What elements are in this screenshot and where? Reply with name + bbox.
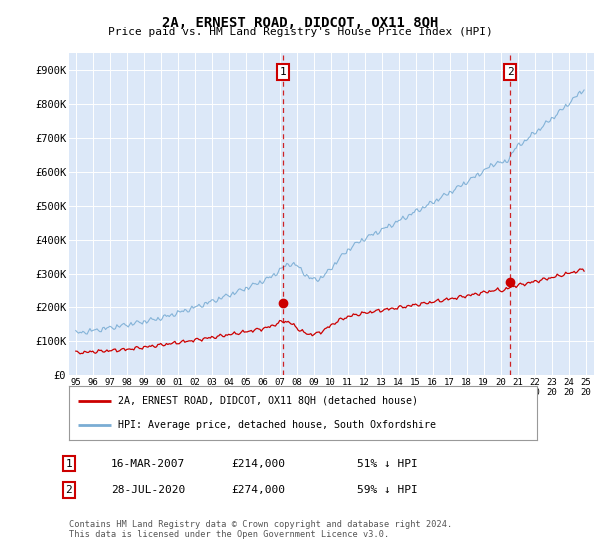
Text: Contains HM Land Registry data © Crown copyright and database right 2024.
This d: Contains HM Land Registry data © Crown c… [69, 520, 452, 539]
Text: 59% ↓ HPI: 59% ↓ HPI [357, 485, 418, 495]
Text: 1: 1 [65, 459, 73, 469]
Text: 2A, ERNEST ROAD, DIDCOT, OX11 8QH (detached house): 2A, ERNEST ROAD, DIDCOT, OX11 8QH (detac… [118, 396, 418, 406]
Text: 51% ↓ HPI: 51% ↓ HPI [357, 459, 418, 469]
Text: £214,000: £214,000 [231, 459, 285, 469]
Text: HPI: Average price, detached house, South Oxfordshire: HPI: Average price, detached house, Sout… [118, 420, 436, 430]
Text: Price paid vs. HM Land Registry's House Price Index (HPI): Price paid vs. HM Land Registry's House … [107, 27, 493, 37]
Text: £274,000: £274,000 [231, 485, 285, 495]
Text: 1: 1 [280, 67, 287, 77]
Text: 2: 2 [65, 485, 73, 495]
Text: 28-JUL-2020: 28-JUL-2020 [111, 485, 185, 495]
Text: 2: 2 [507, 67, 514, 77]
Text: 16-MAR-2007: 16-MAR-2007 [111, 459, 185, 469]
Text: 2A, ERNEST ROAD, DIDCOT, OX11 8QH: 2A, ERNEST ROAD, DIDCOT, OX11 8QH [162, 16, 438, 30]
